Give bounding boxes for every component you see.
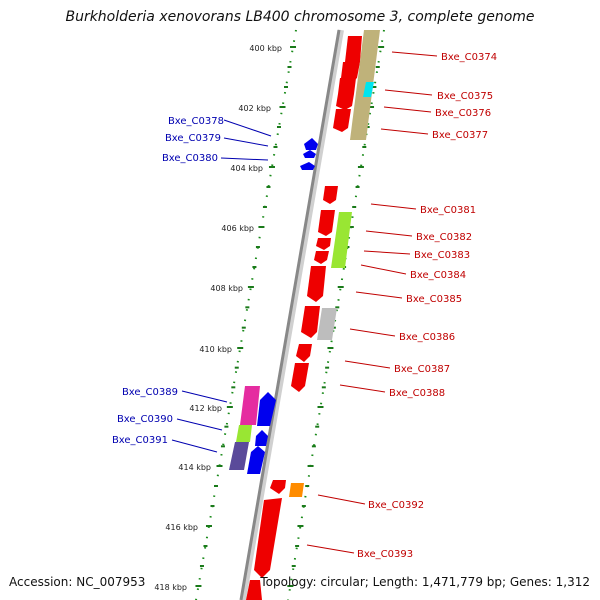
gene-label-c0391[interactable]: Bxe_C0391	[112, 435, 168, 446]
forward-gene-labels: Bxe_C0374 Bxe_C0375 Bxe_C0376 Bxe_C0377 …	[357, 52, 497, 560]
gene-label-c0392[interactable]: Bxe_C0392	[368, 500, 424, 511]
gene-label-c0383[interactable]: Bxe_C0383	[414, 250, 470, 261]
gene-label-c0385[interactable]: Bxe_C0385	[406, 294, 462, 305]
gene-glyph-c0379[interactable]	[303, 150, 316, 158]
gene-label-c0389[interactable]: Bxe_C0389	[122, 387, 178, 398]
map-title: Burkholderia xenovorans LB400 chromosome…	[65, 9, 535, 25]
tick-label: 418 kbp	[154, 583, 187, 592]
tick-label: 410 kbp	[199, 345, 232, 354]
gene-glyphs	[229, 30, 380, 600]
tick-label: 416 kbp	[165, 523, 198, 532]
gene-glyph-c0393[interactable]	[254, 498, 282, 578]
gene-glyph-c0378[interactable]	[304, 138, 318, 150]
tick-label: 402 kbp	[238, 104, 271, 113]
gene-label-c0388[interactable]: Bxe_C0388	[389, 388, 445, 399]
gene-glyph-c0389[interactable]	[257, 392, 276, 426]
tick-label: 408 kbp	[210, 284, 243, 293]
feature-orange[interactable]	[289, 483, 304, 497]
forward-leader-lines	[306, 51, 438, 554]
reverse-gene-labels: Bxe_C0378 Bxe_C0379 Bxe_C0380 Bxe_C0389 …	[112, 116, 224, 446]
gene-label-c0390[interactable]: Bxe_C0390	[117, 414, 173, 425]
gene-glyph-c0391[interactable]	[247, 446, 265, 474]
feature-green-1[interactable]	[331, 212, 352, 268]
gene-glyph-c0381[interactable]	[323, 186, 338, 204]
gene-glyph-c0387[interactable]	[296, 344, 312, 362]
tick-label: 414 kbp	[178, 463, 211, 472]
gene-glyph-edge[interactable]	[246, 580, 262, 600]
gene-glyph-c0376[interactable]	[336, 94, 354, 110]
tick-label: 400 kbp	[249, 44, 282, 53]
gene-glyph-c0382[interactable]	[318, 210, 335, 236]
feature-green-2[interactable]	[236, 425, 252, 442]
gene-label-c0379[interactable]: Bxe_C0379	[165, 133, 221, 144]
gene-glyph-c0384[interactable]	[314, 251, 329, 264]
feature-cyan[interactable]	[363, 82, 374, 97]
gene-label-c0378[interactable]: Bxe_C0378	[168, 116, 224, 127]
gene-glyph-c0392[interactable]	[270, 480, 286, 494]
accession-text: Accession: NC_007953	[9, 575, 146, 589]
gene-label-c0374[interactable]: Bxe_C0374	[441, 52, 497, 63]
gene-label-c0375[interactable]: Bxe_C0375	[437, 91, 493, 102]
topology-text: Topology: circular; Length: 1,471,779 bp…	[260, 575, 590, 589]
gene-label-c0382[interactable]: Bxe_C0382	[416, 232, 472, 243]
gene-glyph-c0374[interactable]	[345, 36, 362, 66]
feature-grey[interactable]	[317, 308, 337, 340]
backbone-shadow	[240, 29, 344, 600]
gene-label-c0377[interactable]: Bxe_C0377	[432, 130, 488, 141]
gene-glyph-c0383[interactable]	[316, 238, 331, 250]
gene-glyph-c0390[interactable]	[255, 430, 268, 446]
feature-olive[interactable]	[350, 30, 380, 140]
backbone	[239, 29, 341, 600]
gene-label-c0376[interactable]: Bxe_C0376	[435, 108, 491, 119]
gene-label-c0380[interactable]: Bxe_C0380	[162, 153, 218, 164]
tick-label: 404 kbp	[230, 164, 263, 173]
gene-label-c0386[interactable]: Bxe_C0386	[399, 332, 455, 343]
feature-purple[interactable]	[229, 442, 249, 470]
feature-magenta[interactable]	[240, 386, 260, 425]
gene-glyph-c0386[interactable]	[301, 306, 320, 338]
gene-glyph-c0380[interactable]	[300, 162, 315, 170]
gene-glyph-c0375[interactable]	[338, 78, 356, 98]
tick-label: 406 kbp	[221, 224, 254, 233]
tick-label: 412 kbp	[189, 404, 222, 413]
gene-label-c0384[interactable]: Bxe_C0384	[410, 270, 466, 281]
gene-glyph-c0377[interactable]	[333, 109, 351, 132]
tick-labels: 400 kbp 402 kbp 404 kbp 406 kbp 408 kbp …	[154, 44, 282, 592]
reverse-leader-lines	[171, 119, 272, 453]
gene-glyph-c0385[interactable]	[307, 266, 326, 302]
gene-glyph-c0388[interactable]	[291, 363, 309, 392]
gene-label-c0381[interactable]: Bxe_C0381	[420, 205, 476, 216]
gene-label-c0387[interactable]: Bxe_C0387	[394, 364, 450, 375]
gene-label-c0393[interactable]: Bxe_C0393	[357, 549, 413, 560]
